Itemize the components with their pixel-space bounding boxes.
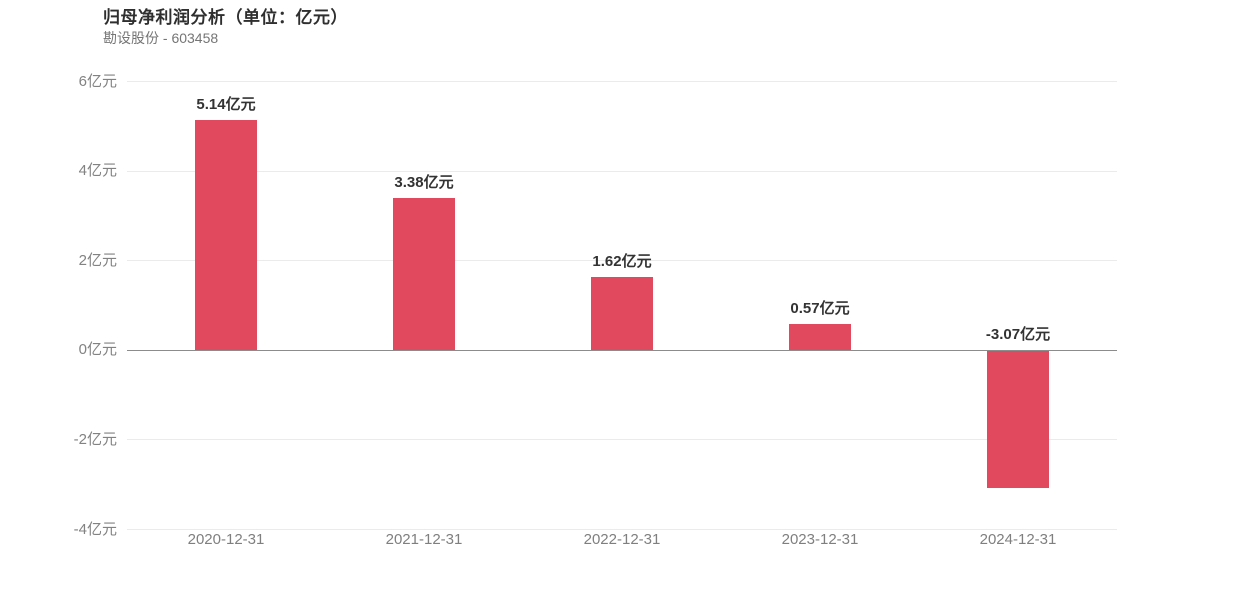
- bar-2020-12-31[interactable]: [195, 119, 257, 350]
- gridline: [127, 529, 1117, 530]
- bar-value-label: 0.57亿元: [790, 300, 850, 318]
- y-axis-tick-label: 2亿元: [78, 251, 117, 269]
- y-axis-tick-label: -2亿元: [73, 430, 117, 448]
- x-axis-tick-label: 2023-12-31: [781, 531, 859, 548]
- chart-title: 归母净利润分析（单位：亿元）: [103, 8, 348, 27]
- x-axis-tick-label: 2022-12-31: [583, 531, 661, 548]
- y-axis-tick-label: 6亿元: [78, 72, 117, 90]
- bar-2024-12-31[interactable]: [987, 350, 1049, 489]
- zero-axis-line: [127, 349, 1117, 351]
- bar-value-label: 1.62亿元: [592, 253, 652, 271]
- x-axis-tick-label: 2021-12-31: [385, 531, 463, 548]
- y-axis-tick-label: 0亿元: [78, 341, 117, 359]
- plot-area: 6亿元 4亿元 2亿元 0亿元 -2亿元 -4亿元 5.14亿元 2020-12-31 3.38…: [74, 74, 1117, 548]
- bar-2022-12-31[interactable]: [591, 277, 653, 350]
- chart-subtitle: 勘设股份 - 603458: [103, 30, 219, 46]
- x-axis-tick-label: 2020-12-31: [187, 531, 265, 548]
- y-axis-tick-label: -4亿元: [73, 520, 117, 538]
- bar-value-label: -3.07亿元: [985, 325, 1051, 343]
- y-axis-tick-label: 4亿元: [78, 162, 117, 180]
- gridline: [127, 81, 1117, 82]
- bar-value-label: 3.38亿元: [394, 174, 454, 192]
- bar-2021-12-31[interactable]: [393, 198, 455, 350]
- bar-value-label: 5.14亿元: [196, 95, 256, 113]
- gridline: [127, 260, 1117, 262]
- bar-2023-12-31[interactable]: [789, 324, 851, 350]
- gridline: [127, 170, 1117, 172]
- gridline: [127, 439, 1117, 441]
- x-axis-tick-label: 2024-12-31: [979, 531, 1057, 548]
